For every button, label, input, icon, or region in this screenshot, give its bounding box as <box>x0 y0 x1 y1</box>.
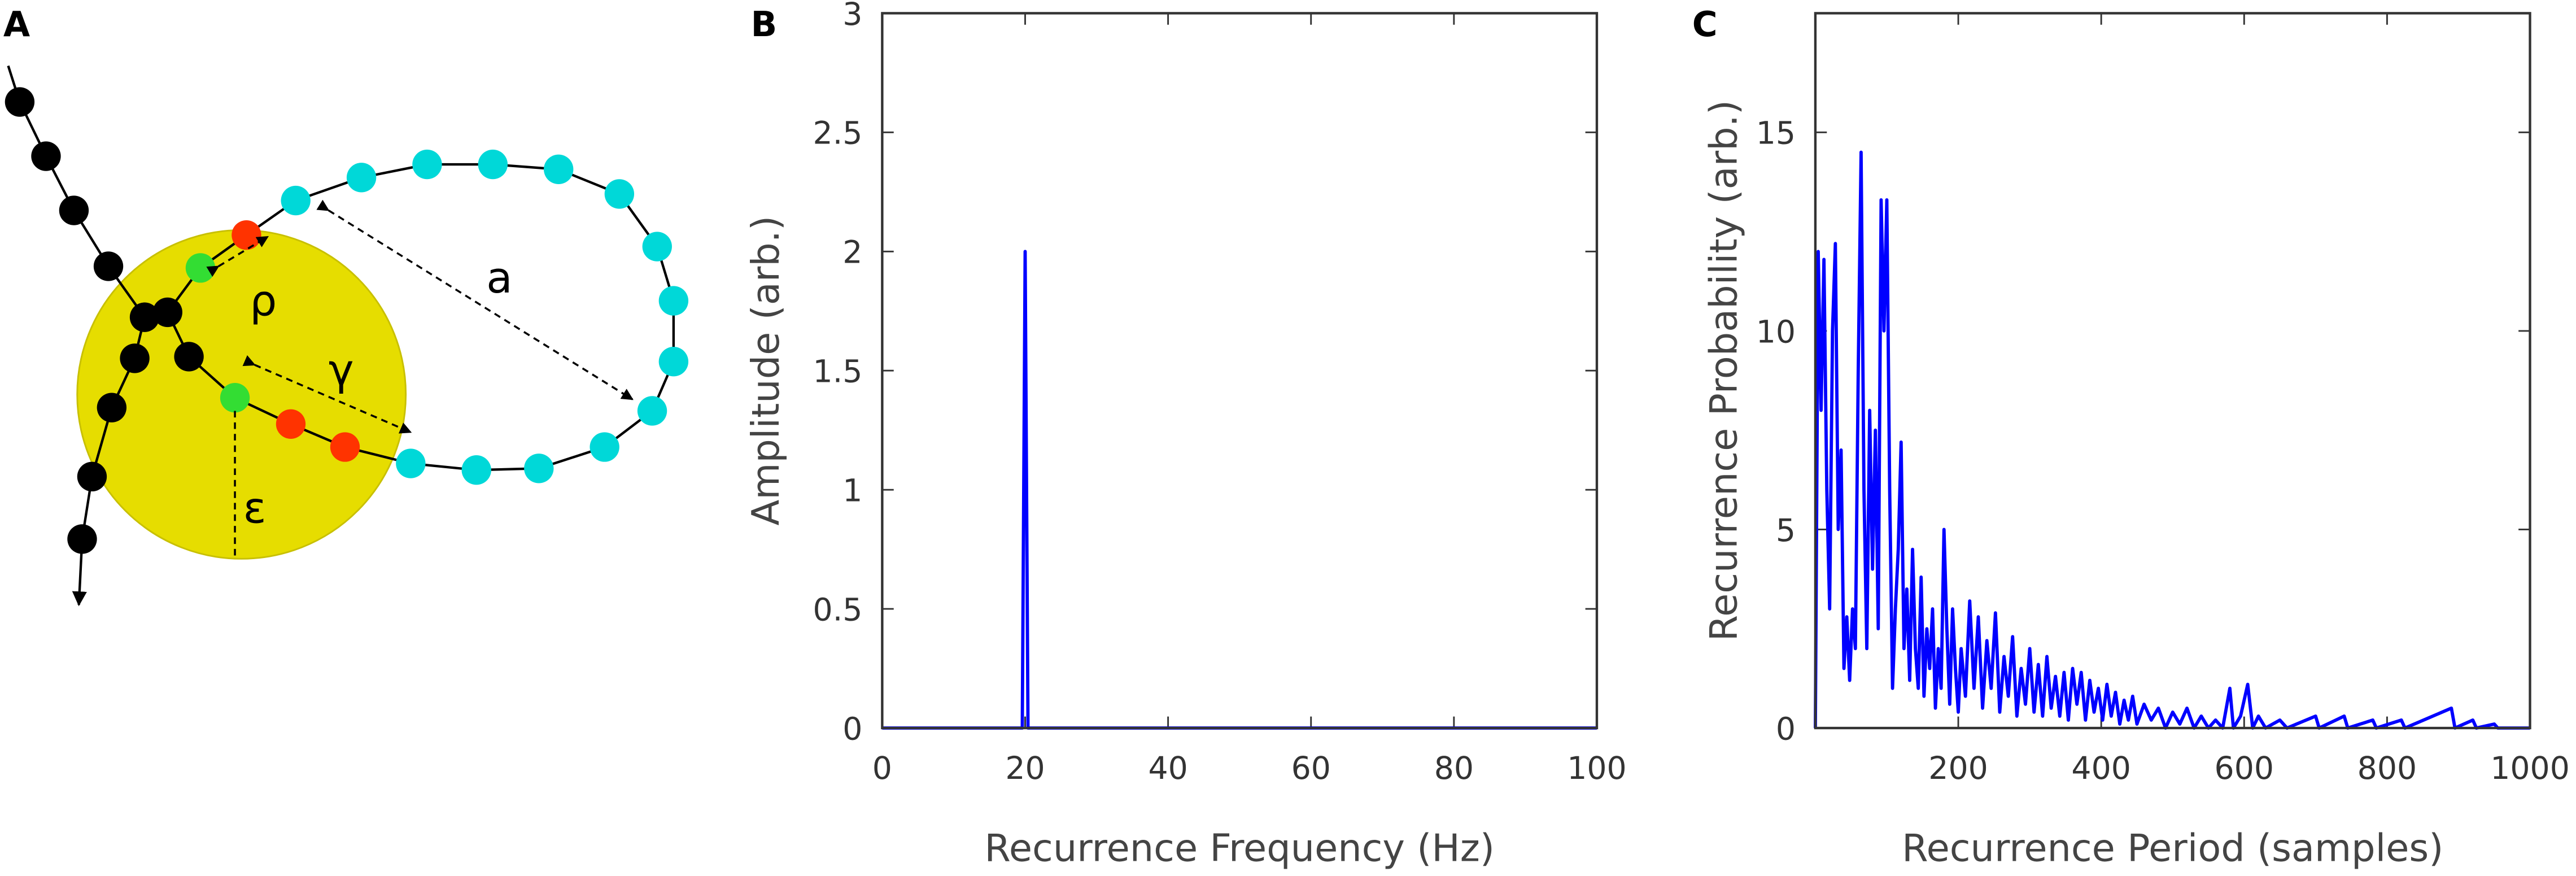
x-tick-label: 40 <box>1148 751 1187 787</box>
diagram-label: ρ <box>250 276 277 326</box>
diagram: ρ a γ ε <box>5 65 689 607</box>
y-tick-label: 10 <box>1756 314 1796 350</box>
loop <box>166 163 675 472</box>
diagram-label: ε <box>243 483 267 533</box>
x-tick-label: 600 <box>2215 751 2274 787</box>
x-tick-label: 20 <box>1005 751 1045 787</box>
x-tick-label: 80 <box>1434 751 1474 787</box>
dashed-arrows <box>206 199 634 559</box>
x-axis-label: Recurrence Period (samples) <box>1902 826 2443 870</box>
x-tick-label: 60 <box>1291 751 1331 787</box>
y-tick-label: 1.5 <box>813 354 863 390</box>
y-tick-label: 2.5 <box>813 116 863 152</box>
panel-label: A <box>3 5 30 45</box>
panel-label: B <box>751 5 778 45</box>
x-tick-label: 800 <box>2357 751 2417 787</box>
x-tick-label: 0 <box>872 751 892 787</box>
x-tick-label: 200 <box>1928 751 1988 787</box>
x-tick-label: 1000 <box>2490 751 2570 787</box>
axes-box <box>881 12 1599 730</box>
y-tick-label: 0.5 <box>813 592 863 628</box>
y-tick-label: 15 <box>1756 116 1796 152</box>
y-axis-label: Amplitude (arb.) <box>744 216 788 526</box>
diagram-label: γ <box>329 345 354 395</box>
series-line <box>1814 150 2530 730</box>
black-dots <box>5 87 204 554</box>
panel-label: C <box>1692 5 1718 45</box>
y-tick-label: 2 <box>842 235 862 271</box>
x-tick-label: 400 <box>2071 751 2130 787</box>
x-tick-label: 100 <box>1567 751 1627 787</box>
diagram-label: a <box>486 253 512 303</box>
series-line <box>882 250 1597 730</box>
y-axis-label: Recurrence Probability (arb.) <box>1701 100 1745 641</box>
y-tick-label: 0 <box>1776 711 1796 747</box>
axes-box <box>1814 12 2531 730</box>
y-tick-label: 5 <box>1776 513 1796 549</box>
y-tick-label: 1 <box>842 473 862 509</box>
x-axis-label: Recurrence Frequency (Hz) <box>984 826 1495 870</box>
y-tick-label: 3 <box>842 0 862 33</box>
y-tick-label: 0 <box>842 711 862 747</box>
